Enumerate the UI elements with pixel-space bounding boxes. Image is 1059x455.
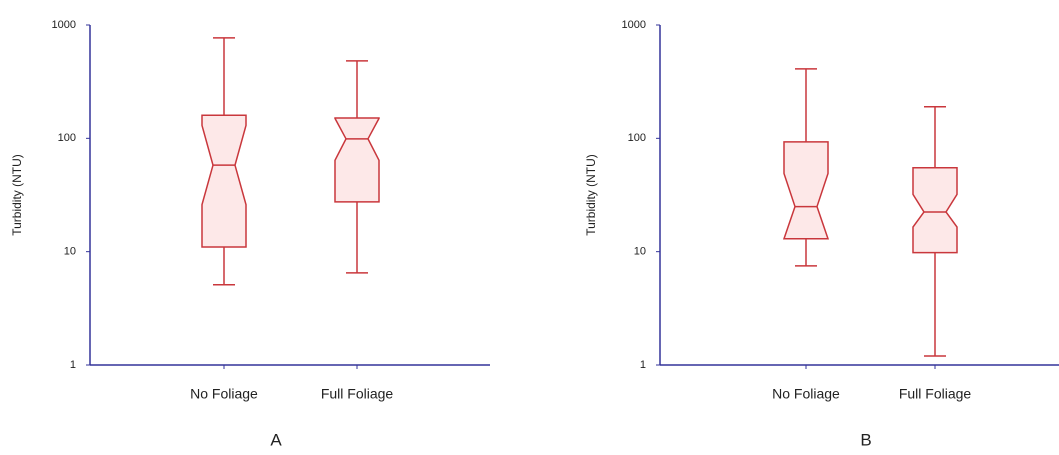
box — [782, 141, 830, 240]
box — [912, 167, 958, 254]
y-tick-label: 10 — [64, 246, 76, 258]
y-axis-label: Turbidity (NTU) — [584, 154, 598, 236]
y-tick-label: 1 — [640, 359, 646, 371]
box — [201, 114, 247, 248]
y-tick-label: 1000 — [622, 19, 646, 31]
y-axis-label: Turbidity (NTU) — [10, 154, 24, 236]
caption: A — [270, 430, 282, 449]
y-tick-label: 1000 — [52, 19, 76, 31]
caption: B — [860, 430, 871, 449]
x-tick-label: No Foliage — [772, 386, 840, 402]
x-tick-label: Full Foliage — [899, 386, 972, 402]
y-tick-label: 100 — [58, 132, 76, 144]
y-tick-label: 1 — [70, 359, 76, 371]
y-tick-label: 100 — [628, 132, 646, 144]
x-tick-label: No Foliage — [190, 386, 258, 402]
x-tick-label: Full Foliage — [321, 386, 394, 402]
box — [334, 117, 380, 203]
y-tick-label: 10 — [634, 246, 646, 258]
